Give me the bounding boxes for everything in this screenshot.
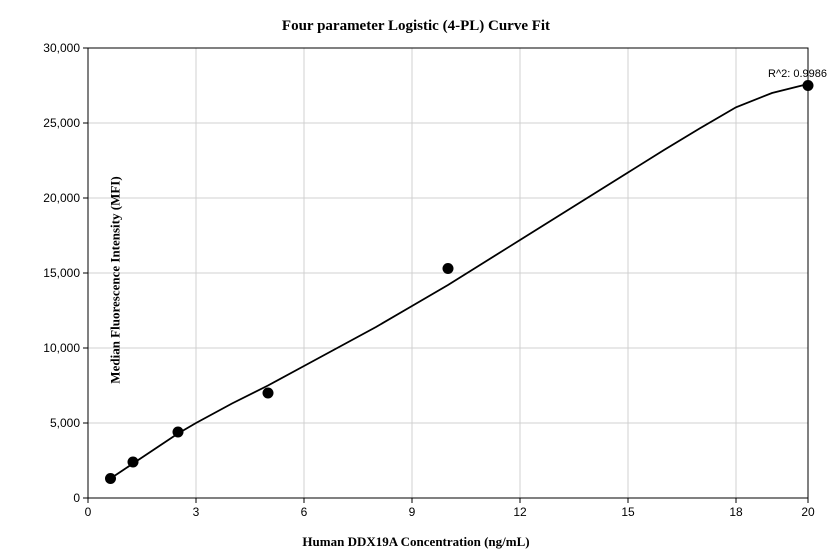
- svg-text:12: 12: [513, 505, 527, 519]
- svg-text:20: 20: [801, 505, 815, 519]
- svg-text:0: 0: [73, 491, 80, 505]
- svg-text:18: 18: [729, 505, 743, 519]
- svg-text:25,000: 25,000: [43, 116, 80, 130]
- svg-text:20,000: 20,000: [43, 191, 80, 205]
- svg-text:30,000: 30,000: [43, 41, 80, 55]
- chart-title: Four parameter Logistic (4-PL) Curve Fit: [0, 18, 832, 35]
- svg-text:9: 9: [409, 505, 416, 519]
- svg-text:15,000: 15,000: [43, 266, 80, 280]
- svg-text:0: 0: [85, 505, 92, 519]
- x-axis-label: Human DDX19A Concentration (ng/mL): [0, 534, 832, 550]
- svg-text:10,000: 10,000: [43, 341, 80, 355]
- svg-text:15: 15: [621, 505, 635, 519]
- r-squared-annotation: R^2: 0.9986: [768, 68, 827, 80]
- svg-text:3: 3: [193, 505, 200, 519]
- svg-text:5,000: 5,000: [50, 416, 80, 430]
- y-axis-label: Median Fluorescence Intensity (MFI): [108, 176, 124, 383]
- chart-container: Four parameter Logistic (4-PL) Curve Fit…: [0, 0, 832, 560]
- svg-text:6: 6: [301, 505, 308, 519]
- plot-svg: 0 3 6 9 12 15 18 20 0 5,000 10,000 15,000 20,000 25,0…: [0, 0, 832, 560]
